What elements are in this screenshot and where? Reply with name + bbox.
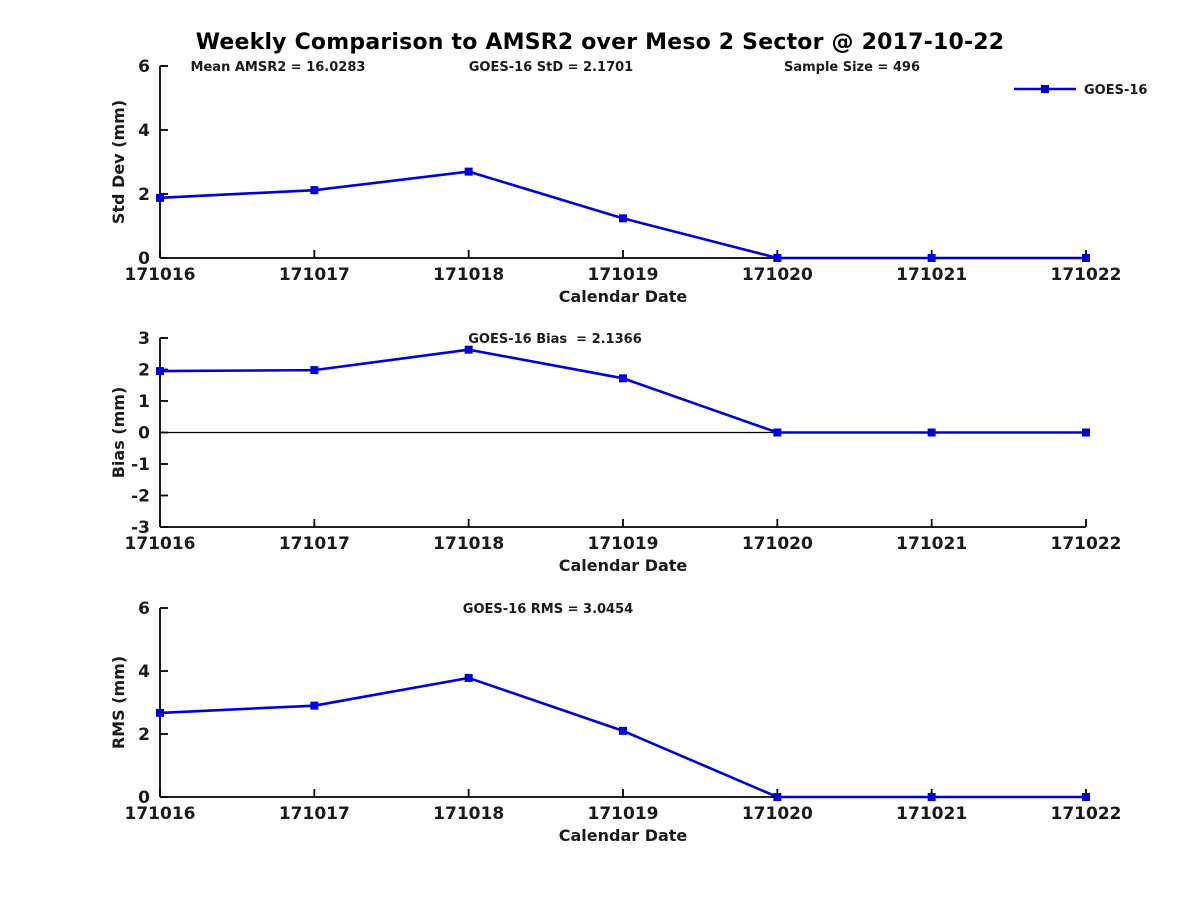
series-marker-bias-goes16 (156, 367, 164, 376)
series-marker-rms-goes16 (773, 793, 782, 801)
series-marker-rms-goes16 (310, 701, 319, 710)
x-tick-label-std_dev: 171018 (433, 265, 504, 285)
y-tick-label-rms: 4 (138, 662, 150, 682)
series-marker-std_dev-goes16 (1082, 254, 1090, 262)
ylabel-rms: RMS (mm) (109, 656, 128, 749)
x-tick-label-std_dev: 171016 (125, 265, 196, 285)
series-marker-bias-goes16 (1082, 428, 1090, 437)
series-marker-rms-goes16 (1082, 793, 1090, 801)
series-marker-bias-goes16 (619, 374, 627, 383)
series-marker-rms-goes16 (927, 793, 936, 801)
ylabel-std_dev: Std Dev (mm) (109, 100, 128, 224)
series-line-rms-goes16 (159, 676, 1086, 799)
y-tick-label-std_dev: 2 (138, 185, 150, 205)
x-tick-label-rms: 171016 (125, 804, 196, 824)
legend-label-goes16: GOES-16 (1084, 83, 1147, 98)
series-marker-rms-goes16 (156, 708, 164, 717)
series-marker-bias-goes16 (310, 366, 319, 375)
annotation-std_dev: GOES-16 StD = 2.1701 (469, 60, 633, 75)
legend-marker-sample (1041, 85, 1049, 93)
ylabel-bias: Bias (mm) (109, 387, 128, 479)
y-tick-label-bias: -3 (131, 518, 150, 538)
x-tick-label-std_dev: 171021 (896, 265, 967, 285)
x-tick-label-std_dev: 171017 (279, 265, 350, 285)
x-tick-label-bias: 171018 (433, 534, 504, 554)
y-tick-label-bias: 3 (138, 329, 150, 349)
x-tick-label-rms: 171018 (433, 804, 504, 824)
y-tick-label-std_dev: 4 (138, 121, 150, 141)
series-marker-rms-goes16 (464, 673, 473, 682)
xlabel-bias: Calendar Date (559, 556, 688, 575)
y-tick-label-bias: -2 (131, 487, 150, 507)
y-tick-label-bias: -1 (131, 455, 150, 475)
y-tick-label-bias: 2 (138, 361, 150, 381)
y-tick-label-bias: 1 (138, 392, 150, 412)
x-tick-label-std_dev: 171022 (1051, 265, 1122, 285)
series-marker-std_dev-goes16 (773, 254, 782, 262)
x-tick-label-rms: 171019 (588, 804, 659, 824)
series-marker-std_dev-goes16 (619, 214, 627, 223)
annotation-rms: GOES-16 RMS = 3.0454 (463, 602, 633, 617)
series-marker-std_dev-goes16 (927, 254, 936, 262)
x-tick-label-std_dev: 171020 (742, 265, 813, 285)
y-tick-label-std_dev: 6 (138, 57, 150, 77)
x-tick-label-bias: 171021 (896, 534, 967, 554)
series-line-bias-goes16 (159, 348, 1086, 434)
series-marker-bias-goes16 (773, 428, 782, 437)
x-tick-label-rms: 171022 (1051, 804, 1122, 824)
y-tick-label-rms: 2 (138, 725, 150, 745)
y-tick-label-rms: 6 (138, 599, 150, 619)
series-marker-std_dev-goes16 (464, 167, 473, 176)
x-tick-label-rms: 171021 (896, 804, 967, 824)
y-tick-label-bias: 0 (138, 424, 150, 444)
series-marker-bias-goes16 (927, 428, 936, 437)
series-marker-bias-goes16 (464, 345, 473, 354)
x-tick-label-bias: 171019 (588, 534, 659, 554)
annotation-std_dev: Sample Size = 496 (784, 60, 920, 75)
x-tick-label-rms: 171020 (742, 804, 813, 824)
annotation-bias: GOES-16 Bias = 2.1366 (468, 332, 642, 347)
x-tick-label-bias: 171022 (1051, 534, 1122, 554)
xlabel-rms: Calendar Date (559, 826, 688, 845)
series-marker-rms-goes16 (619, 726, 627, 735)
xlabel-std_dev: Calendar Date (559, 287, 688, 306)
y-tick-label-std_dev: 0 (138, 249, 150, 269)
x-tick-label-bias: 171020 (742, 534, 813, 554)
x-tick-label-bias: 171016 (125, 534, 196, 554)
series-marker-std_dev-goes16 (310, 186, 319, 195)
annotation-std_dev: Mean AMSR2 = 16.0283 (191, 60, 366, 75)
x-tick-label-std_dev: 171019 (588, 265, 659, 285)
x-tick-label-rms: 171017 (279, 804, 350, 824)
y-tick-label-rms: 0 (138, 788, 150, 808)
x-tick-label-bias: 171017 (279, 534, 350, 554)
series-marker-std_dev-goes16 (156, 193, 164, 202)
chart-title: Weekly Comparison to AMSR2 over Meso 2 S… (195, 30, 1005, 55)
